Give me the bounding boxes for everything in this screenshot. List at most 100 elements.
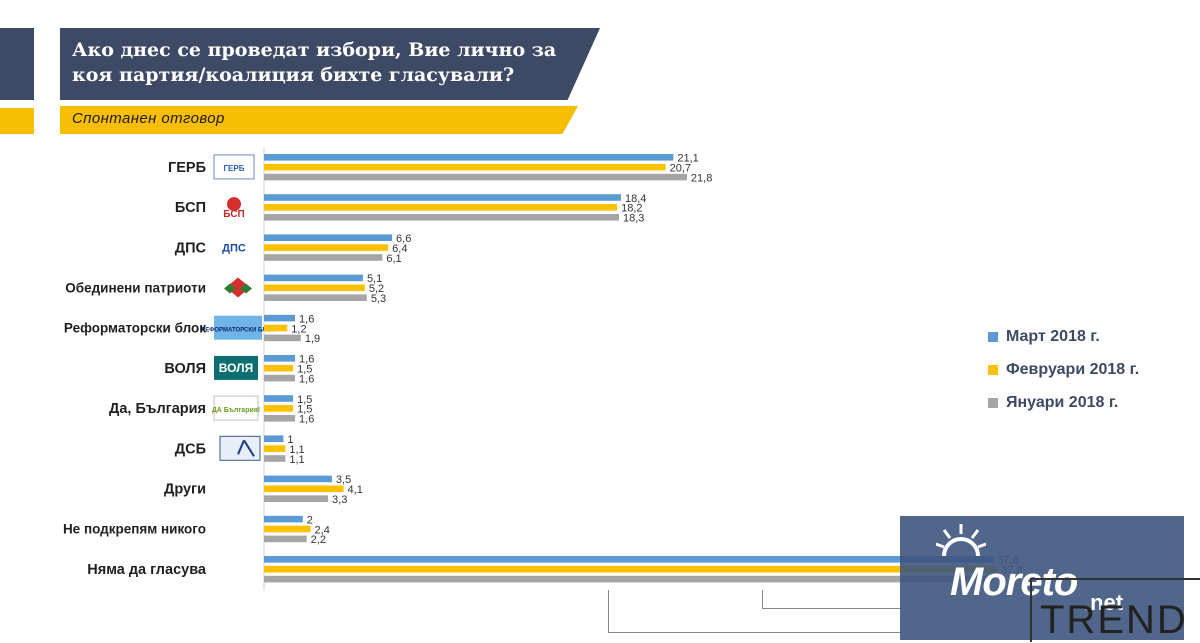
- bar-0-3: [264, 274, 363, 282]
- category-label-0: ГЕРБ: [168, 160, 206, 176]
- bar-2-5: [264, 374, 296, 382]
- trend-logo-frame: [1030, 578, 1200, 642]
- data-label-2-4: 1,9: [305, 333, 320, 345]
- bar-1-8: [264, 485, 344, 493]
- data-label-2-5: 1,6: [299, 373, 314, 385]
- data-label-0-2: 6,6: [396, 233, 411, 245]
- category-label-8: Други: [164, 482, 206, 498]
- party-logo-text-5: ВОЛЯ: [219, 361, 253, 375]
- chart-subtitle: Спонтанен отговор: [72, 110, 225, 127]
- party-logo-text-1: БСП: [223, 209, 244, 220]
- legend-label-march: Март 2018 г.: [1006, 327, 1100, 345]
- category-label-7: ДСБ: [175, 441, 206, 457]
- data-label-1-6: 1,5: [297, 404, 312, 416]
- party-logo-diamond-green-left: [224, 283, 236, 294]
- bar-1-0: [264, 163, 666, 171]
- bar-0-8: [264, 475, 332, 483]
- bar-1-3: [264, 284, 365, 292]
- category-label-3: Обединени патриоти: [65, 281, 206, 296]
- legend-swatch-march: [988, 331, 998, 342]
- legend-label-february: Февруари 2018 г.: [1006, 360, 1140, 378]
- bar-0-4: [264, 314, 296, 322]
- trend-logo-text: TREND: [1040, 598, 1188, 642]
- chart-title: Ако днес се проведат избори, Вие лично з…: [72, 39, 557, 86]
- data-label-0-5: 1,6: [299, 354, 314, 366]
- data-label-2-7: 1,1: [289, 454, 304, 466]
- data-label-0-6: 1,5: [297, 394, 312, 406]
- party-logo-text-6: ДА България!: [212, 407, 260, 414]
- data-label-1-1: 18,2: [621, 203, 642, 215]
- watermark-brand: Moreto: [950, 560, 1078, 604]
- bar-0-10: [264, 556, 994, 563]
- legend-swatch-february: [988, 364, 998, 375]
- party-logo-dsb-mark: [237, 439, 255, 457]
- decorative-frame-line-inner: [762, 590, 901, 609]
- data-label-2-0: 21,8: [691, 172, 712, 184]
- bar-0-6: [264, 395, 294, 402]
- bar-0-9: [264, 515, 303, 523]
- bar-1-2: [264, 244, 389, 251]
- data-label-1-7: 1,1: [289, 444, 304, 456]
- bar-2-10: [264, 575, 994, 583]
- category-label-6: Да, България: [109, 401, 206, 417]
- data-label-1-0: 20,7: [670, 163, 691, 175]
- data-label-2-3: 5,3: [371, 293, 386, 305]
- bar-0-7: [264, 435, 284, 442]
- bar-2-7: [264, 455, 286, 462]
- party-logo-6: [213, 395, 259, 421]
- bar-1-5: [264, 364, 294, 372]
- data-label-1-8: 4,1: [348, 484, 363, 496]
- bar-0-0: [264, 154, 674, 161]
- data-label-0-3: 5,1: [367, 273, 382, 285]
- bar-2-1: [264, 214, 620, 221]
- data-label-1-3: 5,2: [369, 283, 384, 295]
- party-logo-diamond-red: [226, 277, 250, 298]
- title-band: [60, 28, 600, 100]
- legend-item-march: Март 2018 г.: [988, 320, 1139, 353]
- subtitle-band: [60, 106, 578, 134]
- bar-2-6: [264, 415, 296, 422]
- bar-1-4: [264, 324, 288, 332]
- category-label-2: ДПС: [175, 240, 207, 256]
- bar-1-1: [264, 204, 618, 211]
- category-label-9: Не подкрепям никого: [63, 522, 206, 537]
- legend-label-january: Януари 2018 г.: [1006, 393, 1119, 411]
- legend-swatch-january: [988, 397, 998, 408]
- bar-2-3: [264, 294, 367, 301]
- data-label-0-8: 3,5: [336, 474, 351, 486]
- party-logo-diamond-green-right: [240, 283, 252, 294]
- party-logo-4: [214, 315, 262, 340]
- data-label-2-6: 1,6: [299, 414, 314, 426]
- data-label-0-7: 1: [287, 434, 293, 446]
- bar-1-9: [264, 525, 311, 533]
- bar-2-4: [264, 334, 301, 342]
- data-label-1-9: 2,4: [315, 524, 330, 536]
- legend: Март 2018 г. Февруари 2018 г. Януари 201…: [988, 320, 1139, 419]
- data-label-2-2: 6,1: [386, 253, 401, 265]
- legend-item-january: Януари 2018 г.: [988, 386, 1139, 419]
- data-label-0-9: 2: [307, 514, 313, 526]
- data-label-2-8: 3,3: [332, 494, 347, 506]
- data-label-0-0: 21,1: [677, 153, 698, 165]
- bar-1-7: [264, 445, 286, 452]
- data-label-1-5: 1,5: [297, 364, 312, 376]
- watermark-domain: .net: [1084, 590, 1124, 615]
- data-label-0-4: 1,6: [299, 313, 314, 325]
- legend-item-february: Февруари 2018 г.: [988, 353, 1139, 386]
- bar-0-5: [264, 355, 296, 362]
- category-label-4: Реформаторски блок: [64, 321, 206, 336]
- party-logo-0: [213, 154, 255, 180]
- sun-icon: [936, 524, 986, 557]
- bar-0-2: [264, 234, 393, 241]
- data-label-1-2: 6,4: [392, 243, 407, 255]
- category-label-5: ВОЛЯ: [164, 361, 206, 377]
- left-accent-top: [0, 28, 34, 100]
- bar-1-10: [264, 565, 998, 573]
- bar-0-1: [264, 194, 621, 201]
- party-logo-text-4: РЕФОРМАТОРСКИ БЛОК: [201, 328, 275, 334]
- party-logo-text-0: ГЕРБ: [224, 164, 245, 173]
- data-label-0-1: 18,4: [625, 193, 646, 205]
- decorative-frame-line: [608, 590, 901, 633]
- data-label-2-1: 18,3: [623, 213, 644, 225]
